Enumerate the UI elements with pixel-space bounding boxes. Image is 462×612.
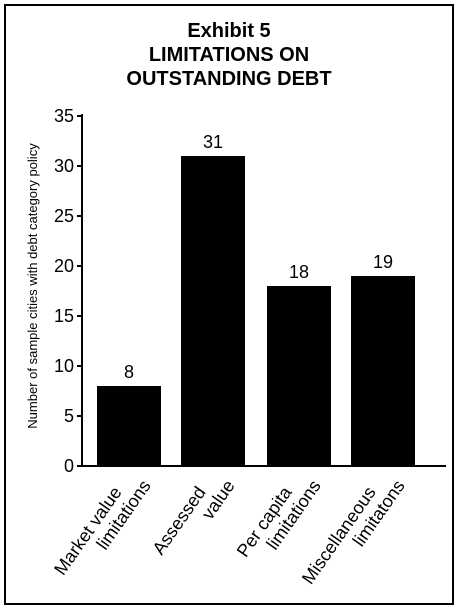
bar: [267, 286, 331, 466]
data-label: 19: [373, 252, 393, 272]
y-axis-label: Number of sample cities with debt catego…: [25, 143, 40, 429]
data-label: 31: [203, 132, 223, 152]
data-label: 18: [289, 262, 309, 282]
chart-title-line-2: LIMITATIONS ON: [148, 44, 310, 66]
data-label: 8: [124, 362, 134, 382]
bar: [181, 156, 245, 466]
chart-title-line-1: Exhibit 5: [187, 20, 271, 42]
y-tick-label: 15: [54, 306, 74, 326]
y-tick-label: 25: [54, 206, 74, 226]
y-tick-label: 10: [54, 356, 74, 376]
bar: [351, 276, 415, 466]
bar-chart: 0 5 10 15 20 25 30 35 Number of sample cities wi…: [25, 106, 446, 588]
category-label-line: Assessed: [149, 483, 210, 558]
chart-frame: Exhibit 5 LIMITATIONS ON OUTSTANDING DEB…: [4, 4, 454, 605]
y-tick-label: 0: [64, 456, 74, 476]
y-tick-label: 30: [54, 156, 74, 176]
y-tick-label: 20: [54, 256, 74, 276]
chart-title-line-3: OUTSTANDING DEBT: [126, 68, 332, 90]
y-tick-label: 5: [64, 406, 74, 426]
bar: [97, 386, 161, 466]
y-tick-label: 35: [54, 106, 74, 126]
